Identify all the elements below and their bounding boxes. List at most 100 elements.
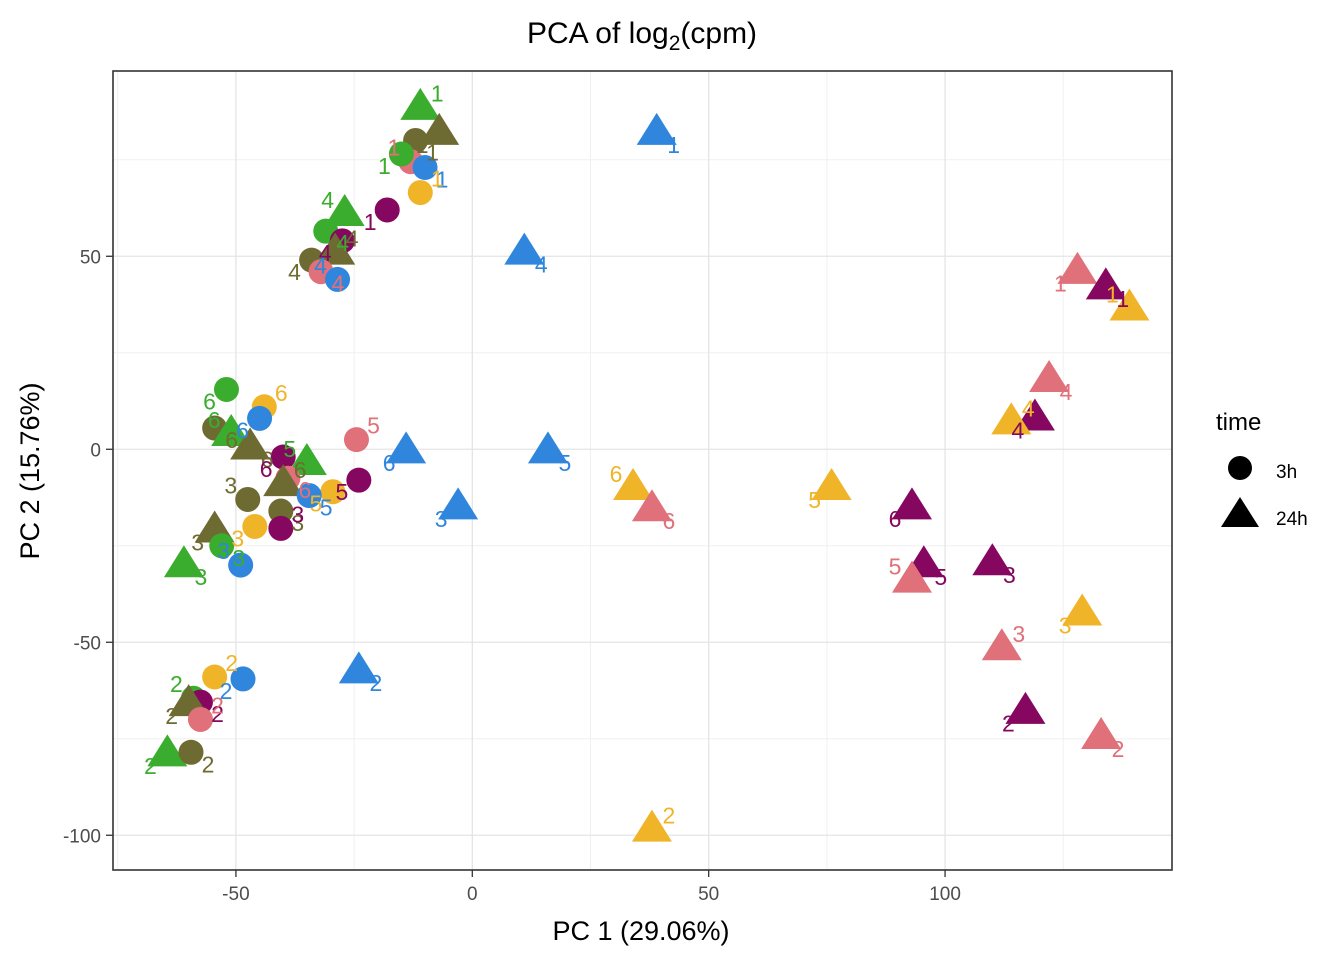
data-point-label: 6 bbox=[663, 508, 676, 534]
data-point-label: 4 bbox=[1060, 379, 1073, 405]
data-point-label: 3 bbox=[435, 506, 448, 532]
data-point-24h bbox=[1062, 593, 1103, 626]
data-point-24h bbox=[230, 427, 271, 460]
data-point-3h bbox=[178, 739, 204, 765]
data-point-24h bbox=[891, 487, 932, 520]
data-point-24h bbox=[386, 431, 427, 464]
data-point-label: 1 bbox=[426, 139, 439, 165]
data-point-3h bbox=[343, 427, 369, 453]
legend-title: time bbox=[1216, 409, 1261, 436]
legend-key-24h-triangle bbox=[1221, 497, 1259, 527]
data-point-24h bbox=[147, 734, 188, 767]
x-tick-label: 100 bbox=[929, 884, 961, 905]
data-point-3h bbox=[187, 706, 213, 732]
chart-title-tail: (cpm) bbox=[680, 17, 757, 50]
data-point-label: 4 bbox=[1022, 395, 1035, 421]
data-point-label: 2 bbox=[220, 678, 233, 704]
data-point-label: 6 bbox=[260, 456, 273, 482]
data-point-label: 6 bbox=[203, 388, 216, 414]
data-point-24h bbox=[400, 87, 441, 120]
data-point-label: 4 bbox=[314, 252, 327, 278]
data-point-3h bbox=[388, 141, 414, 167]
data-point-label: 5 bbox=[934, 564, 947, 590]
data-point-24h bbox=[1109, 288, 1150, 321]
data-point-24h bbox=[504, 232, 545, 265]
data-point-label: 2 bbox=[663, 802, 676, 828]
data-point-3h bbox=[346, 467, 372, 493]
data-point-24h bbox=[991, 402, 1032, 435]
data-point-label: 5 bbox=[283, 436, 296, 462]
data-point-label: 2 bbox=[165, 703, 178, 729]
y-tick-label: -50 bbox=[74, 633, 101, 654]
data-point-label: 6 bbox=[261, 446, 274, 472]
data-point-label: 1 bbox=[667, 132, 680, 158]
data-point-3h bbox=[296, 483, 322, 509]
chart-title: PCA of log2(cpm) bbox=[527, 17, 757, 55]
data-point-label: 4 bbox=[319, 240, 332, 266]
data-point-3h bbox=[412, 154, 438, 180]
data-point-label: 6 bbox=[294, 457, 307, 483]
data-point-label: 4 bbox=[535, 251, 548, 277]
data-point-24h bbox=[613, 468, 654, 501]
y-tick-label: 50 bbox=[80, 247, 101, 268]
data-point-label: 6 bbox=[610, 461, 623, 487]
data-point-label: 5 bbox=[309, 491, 322, 517]
data-point-24h bbox=[286, 442, 327, 475]
data-point-label: 3 bbox=[231, 525, 244, 551]
data-point-label: 6 bbox=[299, 477, 312, 503]
data-point-label: 3 bbox=[195, 564, 208, 590]
data-point-label: 3 bbox=[224, 472, 237, 498]
data-point-24h bbox=[631, 809, 672, 842]
data-point-label: 2 bbox=[369, 670, 382, 696]
data-point-label: 4 bbox=[1011, 417, 1024, 443]
data-point-label: 1 bbox=[1106, 281, 1119, 307]
data-point-24h bbox=[1081, 716, 1122, 749]
data-point-24h bbox=[527, 431, 568, 464]
data-point-label: 1 bbox=[1054, 271, 1067, 297]
x-tick-label: -50 bbox=[222, 884, 249, 905]
data-point-24h bbox=[631, 489, 672, 522]
data-point-24h bbox=[419, 112, 460, 145]
data-point-3h bbox=[268, 498, 294, 524]
data-point-label: 3 bbox=[291, 501, 304, 527]
data-point-label: 1 bbox=[431, 166, 444, 192]
data-point-label: 2 bbox=[1112, 736, 1125, 762]
data-point-24h bbox=[1005, 691, 1046, 724]
chart-title-subscript: 2 bbox=[669, 32, 681, 55]
data-point-24h bbox=[211, 413, 252, 446]
data-point-label: 3 bbox=[1003, 562, 1016, 588]
data-point-3h bbox=[228, 552, 254, 578]
data-point-label: 5 bbox=[889, 554, 902, 580]
data-point-label: 5 bbox=[808, 487, 821, 513]
data-point-24h bbox=[324, 193, 365, 226]
data-point-label: 6 bbox=[208, 407, 221, 433]
y-axis-title: PC 2 (15.76%) bbox=[15, 382, 45, 559]
data-point-label: 3 bbox=[1012, 621, 1025, 647]
legend: time 3h 24h bbox=[1216, 409, 1308, 530]
data-point-label: 1 bbox=[364, 209, 377, 235]
data-point-label: 6 bbox=[889, 506, 902, 532]
x-axis-title: PC 1 (29.06%) bbox=[552, 916, 729, 946]
data-point-label: 6 bbox=[275, 380, 288, 406]
legend-label-3h: 3h bbox=[1276, 462, 1297, 483]
legend-key-3h-circle bbox=[1228, 456, 1252, 480]
data-point-label: 6 bbox=[236, 417, 249, 443]
data-point-label: 4 bbox=[336, 230, 349, 256]
data-point-24h bbox=[1085, 267, 1126, 300]
legend-label-24h: 24h bbox=[1276, 509, 1308, 530]
data-point-label: 3 bbox=[232, 545, 245, 571]
data-point-label: 1 bbox=[431, 81, 444, 107]
data-point-label: 5 bbox=[367, 413, 380, 439]
data-point-3h bbox=[247, 405, 273, 431]
data-point-label: 4 bbox=[346, 225, 359, 251]
data-point-3h bbox=[268, 515, 294, 541]
data-point-3h bbox=[209, 533, 235, 559]
data-point-24h bbox=[1029, 359, 1070, 392]
data-point-3h bbox=[235, 486, 261, 512]
data-point-label: 2 bbox=[170, 671, 183, 697]
data-point-3h bbox=[325, 266, 351, 292]
data-point-label: 6 bbox=[383, 450, 396, 476]
data-point-24h bbox=[1014, 398, 1055, 431]
data-point-label: 2 bbox=[202, 751, 215, 777]
